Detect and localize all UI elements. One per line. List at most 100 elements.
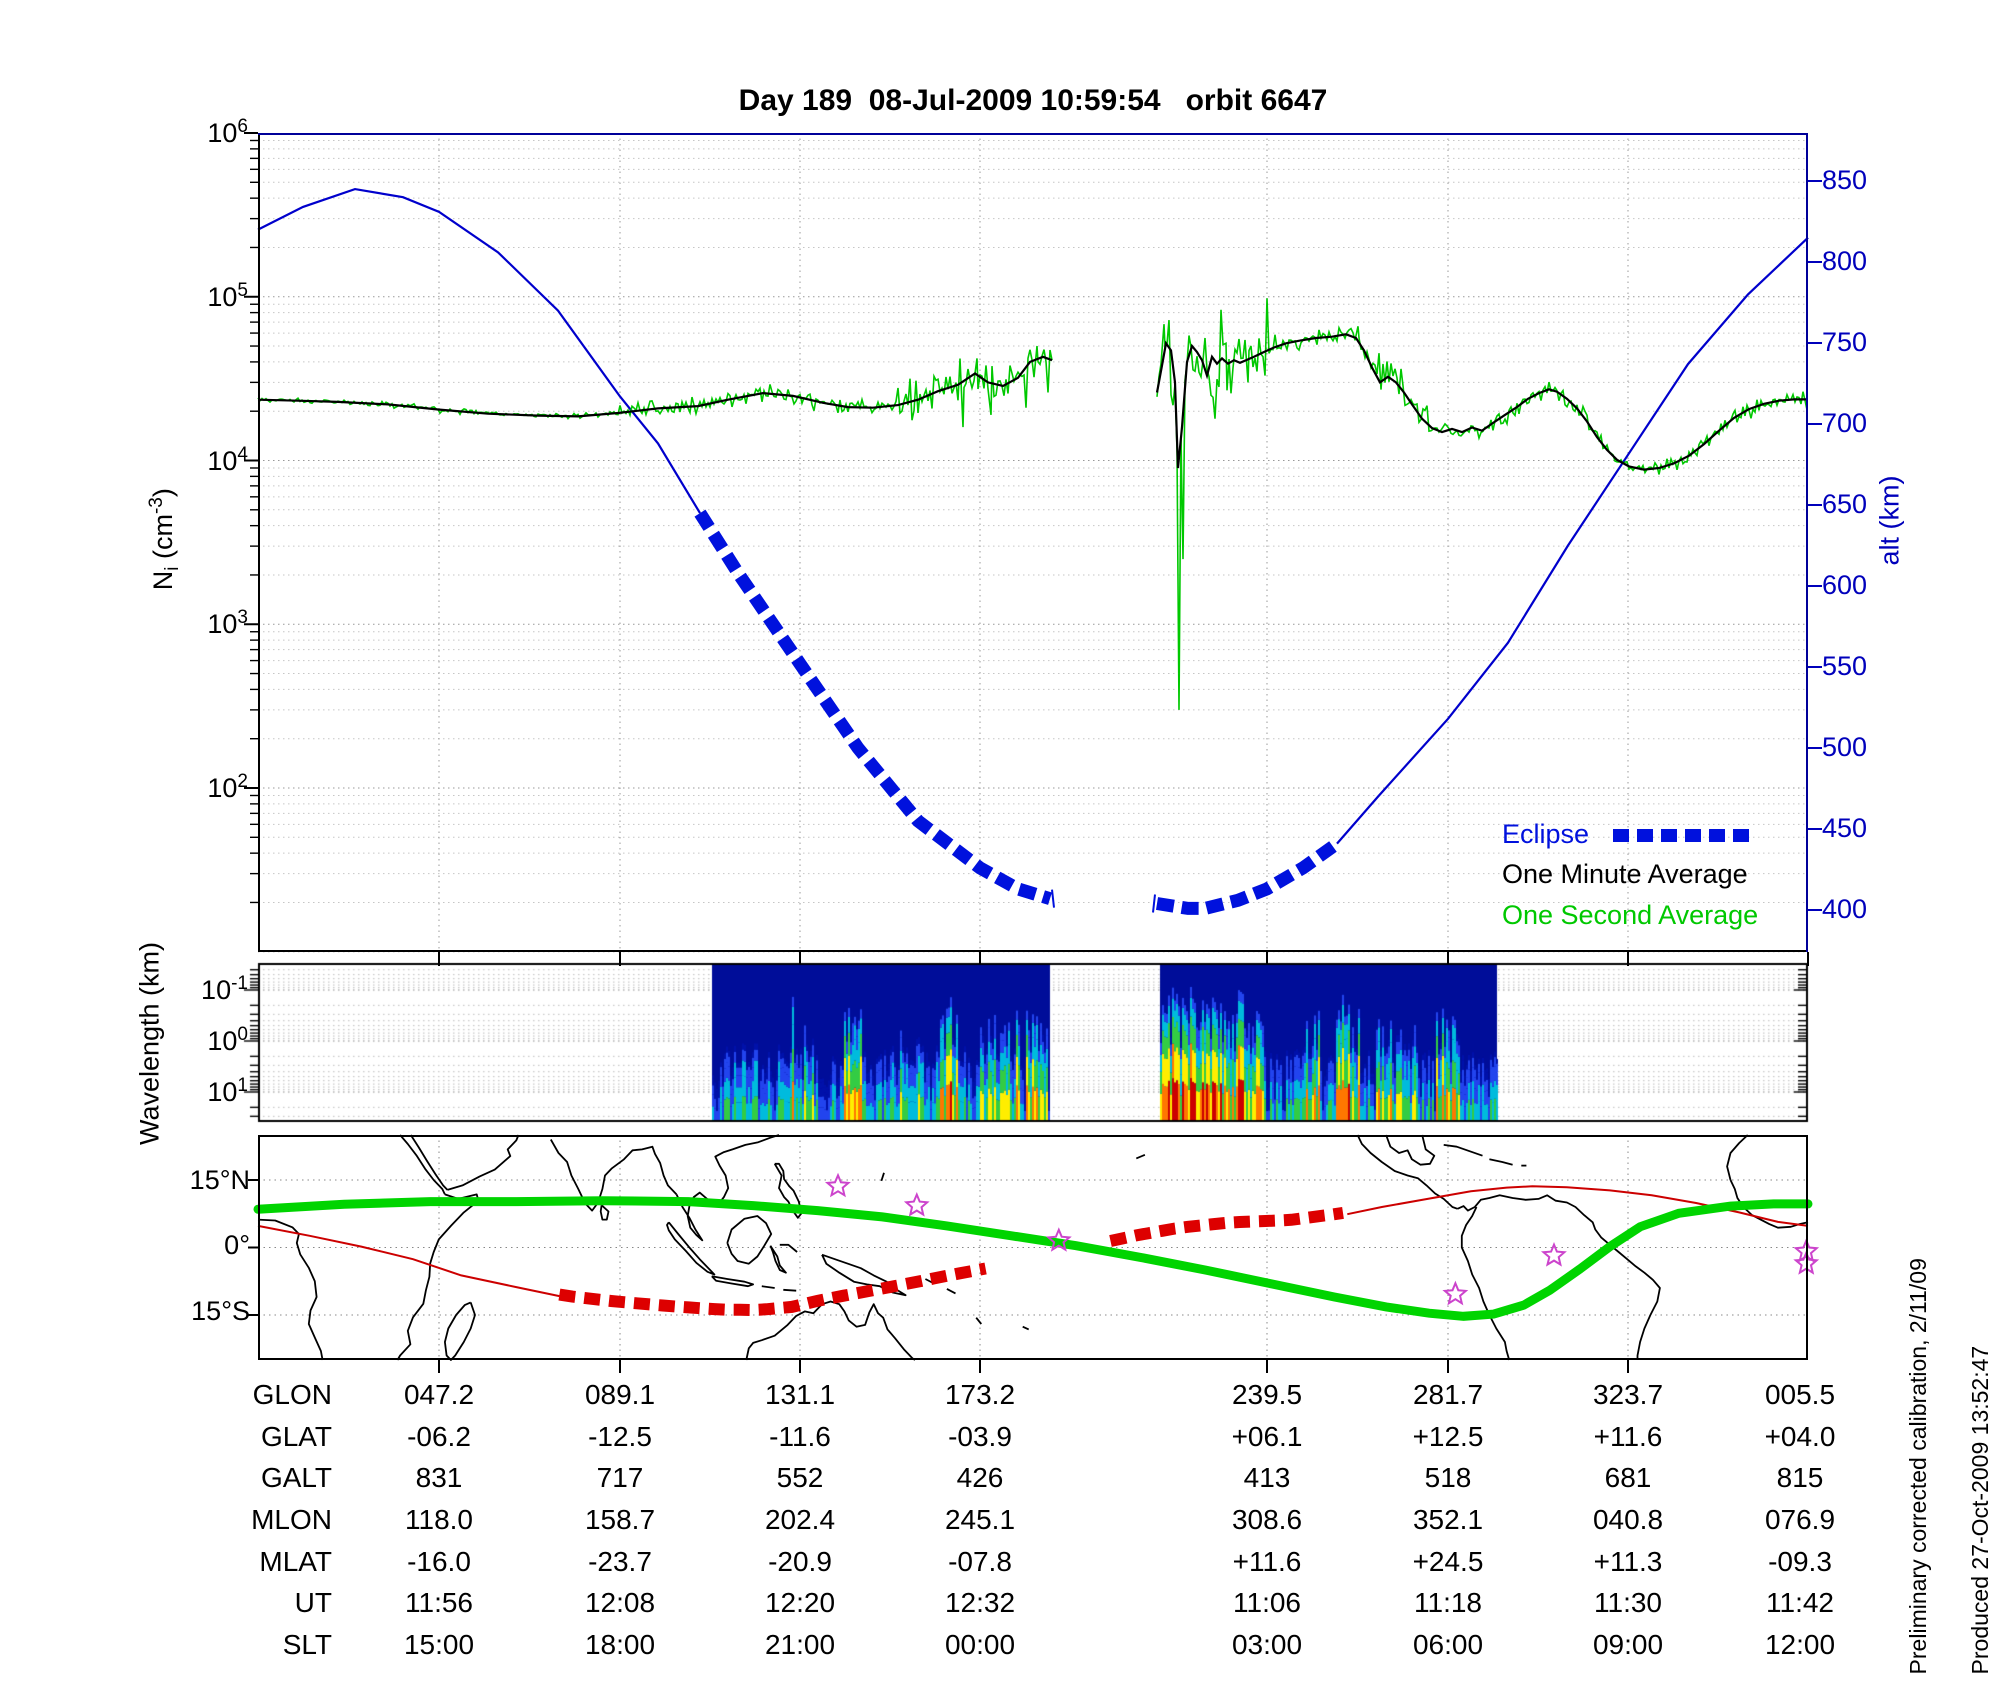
table-row-label-UT: UT — [294, 1587, 332, 1618]
table-cell-GLON-0: 047.2 — [403, 1379, 475, 1410]
density-altitude-svg — [244, 132, 1822, 966]
table-cell-GLON-3: 173.2 — [944, 1379, 1016, 1410]
map-lat-label-2: 15°S — [191, 1296, 250, 1326]
table-cell-UT-4: 11:06 — [1233, 1587, 1301, 1618]
table-cell-UT-6: 11:30 — [1594, 1587, 1662, 1618]
table-cell-GALT-0: 831 — [415, 1462, 463, 1493]
ni-tick-10e6: 106 — [207, 116, 248, 148]
table-cell-GALT-4: 413 — [1243, 1462, 1291, 1493]
top-frame — [244, 132, 1822, 966]
table-cell-UT-5: 11:18 — [1414, 1587, 1482, 1618]
table-cell-MLON-7: 076.9 — [1764, 1504, 1836, 1535]
table-cell-SLT-5: 06:00 — [1412, 1629, 1484, 1660]
table-cell-GALT-6: 681 — [1604, 1462, 1652, 1493]
map-frame — [248, 1135, 1808, 1373]
alt-tick-800: 800 — [1822, 246, 1868, 276]
table-row-label-MLON: MLON — [251, 1504, 332, 1535]
ground-station-stars — [824, 1172, 1820, 1306]
ni-tick-10e3: 103 — [207, 607, 248, 640]
alt-tick-650: 650 — [1822, 489, 1868, 519]
table-cell-SLT-2: 21:00 — [764, 1629, 836, 1660]
ground-station-star — [1442, 1280, 1469, 1306]
table-cell-GLON-7: 005.5 — [1764, 1379, 1836, 1410]
legend-second-avg-label: One Second Average — [1502, 900, 1759, 930]
table-cell-MLON-5: 352.1 — [1412, 1504, 1484, 1535]
spectrogram-panel — [238, 958, 1828, 1130]
table-cell-MLAT-2: -20.9 — [768, 1546, 832, 1577]
alt-tick-750: 750 — [1822, 327, 1868, 357]
density-altitude-panel — [244, 132, 1822, 966]
eclipse-dash-sample — [1613, 829, 1753, 842]
table-cell-MLAT-1: -23.7 — [588, 1546, 652, 1577]
alt-tick-400: 400 — [1822, 894, 1868, 924]
table-cell-MLON-0: 118.0 — [405, 1504, 473, 1535]
eclipse-dashed-curve — [694, 509, 1341, 915]
ground-track-map — [248, 1134, 1820, 1373]
table-cell-MLAT-7: -09.3 — [1768, 1546, 1832, 1577]
ni-tick-10e5: 105 — [207, 279, 248, 312]
table-cell-GLAT-4: +06.1 — [1231, 1421, 1303, 1452]
table-row-label-SLT: SLT — [282, 1629, 332, 1660]
table-cell-UT-2: 12:20 — [764, 1587, 836, 1618]
ground-station-star — [824, 1172, 851, 1198]
table-cell-GLAT-2: -11.6 — [769, 1421, 831, 1452]
table-cell-GLAT-7: +04.0 — [1764, 1421, 1836, 1452]
table-cell-SLT-6: 09:00 — [1592, 1629, 1664, 1660]
table-cell-UT-1: 12:08 — [584, 1587, 656, 1618]
map-lat-label-1: 0° — [224, 1230, 250, 1260]
map-lat-label-0: 15°N — [189, 1165, 250, 1195]
ni-tick-10e4: 104 — [207, 443, 248, 476]
table-cell-MLAT-5: +24.5 — [1412, 1546, 1484, 1577]
table-cell-SLT-3: 00:00 — [944, 1629, 1016, 1660]
table-cell-GALT-3: 426 — [956, 1462, 1004, 1493]
table-cell-UT-0: 11:56 — [405, 1587, 473, 1618]
table-cell-MLAT-4: +11.6 — [1232, 1546, 1302, 1577]
production-note-line2: Produced 27-Oct-2009 13:52:47 — [1967, 1345, 1993, 1675]
table-cell-GLAT-0: -06.2 — [407, 1421, 471, 1452]
table-cell-MLON-3: 245.1 — [944, 1504, 1016, 1535]
table-cell-GLAT-6: +11.6 — [1593, 1421, 1663, 1452]
table-cell-GLON-4: 239.5 — [1231, 1379, 1303, 1410]
table-row-label-GALT: GALT — [260, 1462, 332, 1493]
table-cell-SLT-7: 12:00 — [1764, 1629, 1836, 1660]
alt-tick-450: 450 — [1822, 813, 1868, 843]
alt-tick-700: 700 — [1822, 408, 1868, 438]
spectrogram-canvas — [238, 958, 1828, 1130]
map-gridlines — [258, 1135, 1808, 1360]
production-note: Preliminary corrected calibration, 2/11/… — [1872, 1258, 2000, 1700]
table-cell-MLAT-0: -16.0 — [407, 1546, 471, 1577]
table-cell-GLON-6: 323.7 — [1592, 1379, 1664, 1410]
alt-tick-550: 550 — [1822, 651, 1868, 681]
table-cell-GALT-7: 815 — [1776, 1462, 1824, 1493]
legend-eclipse-label: Eclipse — [1502, 819, 1590, 849]
ground-track-svg — [248, 1134, 1820, 1373]
alt-tick-500: 500 — [1822, 732, 1868, 762]
minute-average-trace — [257, 333, 1808, 471]
table-cell-SLT-0: 15:00 — [403, 1629, 475, 1660]
altitude-curve — [257, 187, 1809, 845]
chart-title: Day 189 08-Jul-2009 10:59:54 orbit 6647 — [738, 84, 1328, 117]
table-row-label-GLON: GLON — [252, 1379, 332, 1410]
legend-minute-avg-label: One Minute Average — [1502, 859, 1748, 889]
table-cell-SLT-4: 03:00 — [1231, 1629, 1303, 1660]
satellite-track-line — [257, 1185, 1809, 1298]
wavelength-tick-10e0: 100 — [207, 1024, 248, 1056]
ground-station-star — [1540, 1241, 1567, 1267]
table-cell-GALT-1: 717 — [596, 1462, 644, 1493]
table-cell-GLON-2: 131.1 — [764, 1379, 836, 1410]
table-cell-UT-7: 11:42 — [1766, 1587, 1834, 1618]
table-cell-GLON-5: 281.7 — [1412, 1379, 1484, 1410]
alt-tick-600: 600 — [1822, 570, 1868, 600]
wavelength-tick-10e1: 101 — [207, 1075, 248, 1107]
table-cell-GALT-5: 518 — [1424, 1462, 1472, 1493]
production-note-line1: Preliminary corrected calibration, 2/11/… — [1905, 1258, 1931, 1675]
table-cell-MLON-6: 040.8 — [1592, 1504, 1664, 1535]
table-cell-MLAT-3: -07.8 — [948, 1546, 1012, 1577]
wavelength-tick-10e-1: 10-1 — [201, 973, 248, 1005]
table-cell-MLAT-6: +11.3 — [1593, 1546, 1663, 1577]
map-eclipse-dashes — [558, 1206, 1344, 1317]
table-cell-GLAT-1: -12.5 — [588, 1421, 652, 1452]
table-cell-SLT-1: 18:00 — [584, 1629, 656, 1660]
table-row-label-MLAT: MLAT — [259, 1546, 332, 1577]
